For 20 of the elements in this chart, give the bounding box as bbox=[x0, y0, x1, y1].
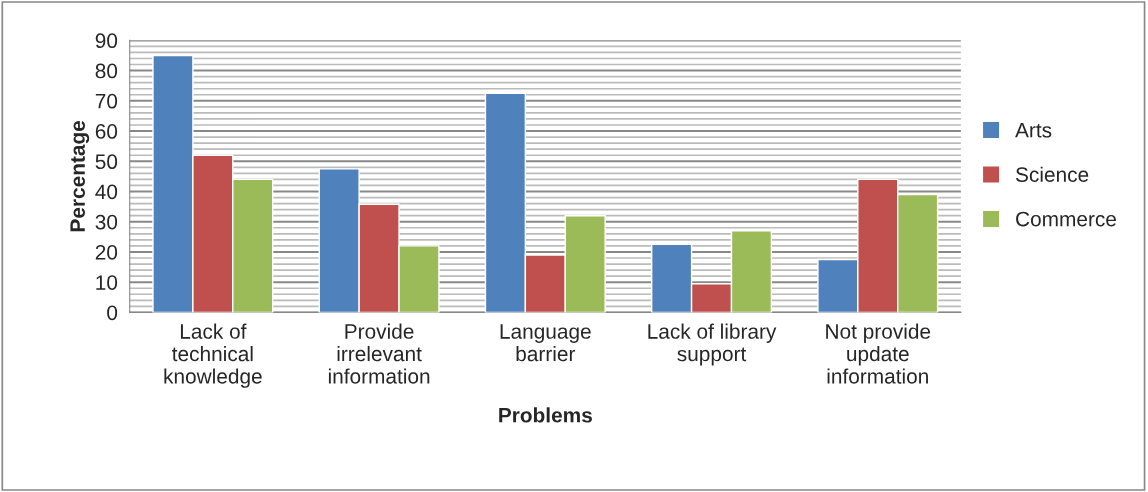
x-tick-label: Provide irrelevant information bbox=[328, 323, 430, 384]
y-tick-label: 0 bbox=[107, 305, 118, 321]
x-axis-title: Problems bbox=[499, 407, 592, 423]
x-tick-label: Not provide update information bbox=[826, 323, 931, 384]
legend-label: Commerce bbox=[1016, 211, 1116, 227]
y-tick-label: 30 bbox=[95, 214, 118, 230]
y-tick-label: 50 bbox=[95, 154, 118, 170]
y-tick-label: 80 bbox=[95, 63, 118, 79]
y-tick-label: 70 bbox=[95, 93, 118, 109]
x-tick-label: Lack of library support bbox=[648, 323, 777, 366]
x-tick-label: Language barrier bbox=[500, 324, 591, 362]
y-tick-label: 40 bbox=[95, 184, 118, 200]
y-tick-label: 10 bbox=[96, 275, 118, 290]
x-tick-label: Lack of technical knowledge bbox=[164, 323, 262, 388]
y-axis-title: Percentage bbox=[70, 120, 90, 232]
y-tick-label: 60 bbox=[95, 124, 118, 139]
legend-label: Science bbox=[1015, 166, 1089, 182]
legend-label: Arts bbox=[1015, 123, 1052, 138]
y-tick-label: 90 bbox=[95, 33, 118, 49]
y-tick-label: 20 bbox=[95, 244, 118, 260]
